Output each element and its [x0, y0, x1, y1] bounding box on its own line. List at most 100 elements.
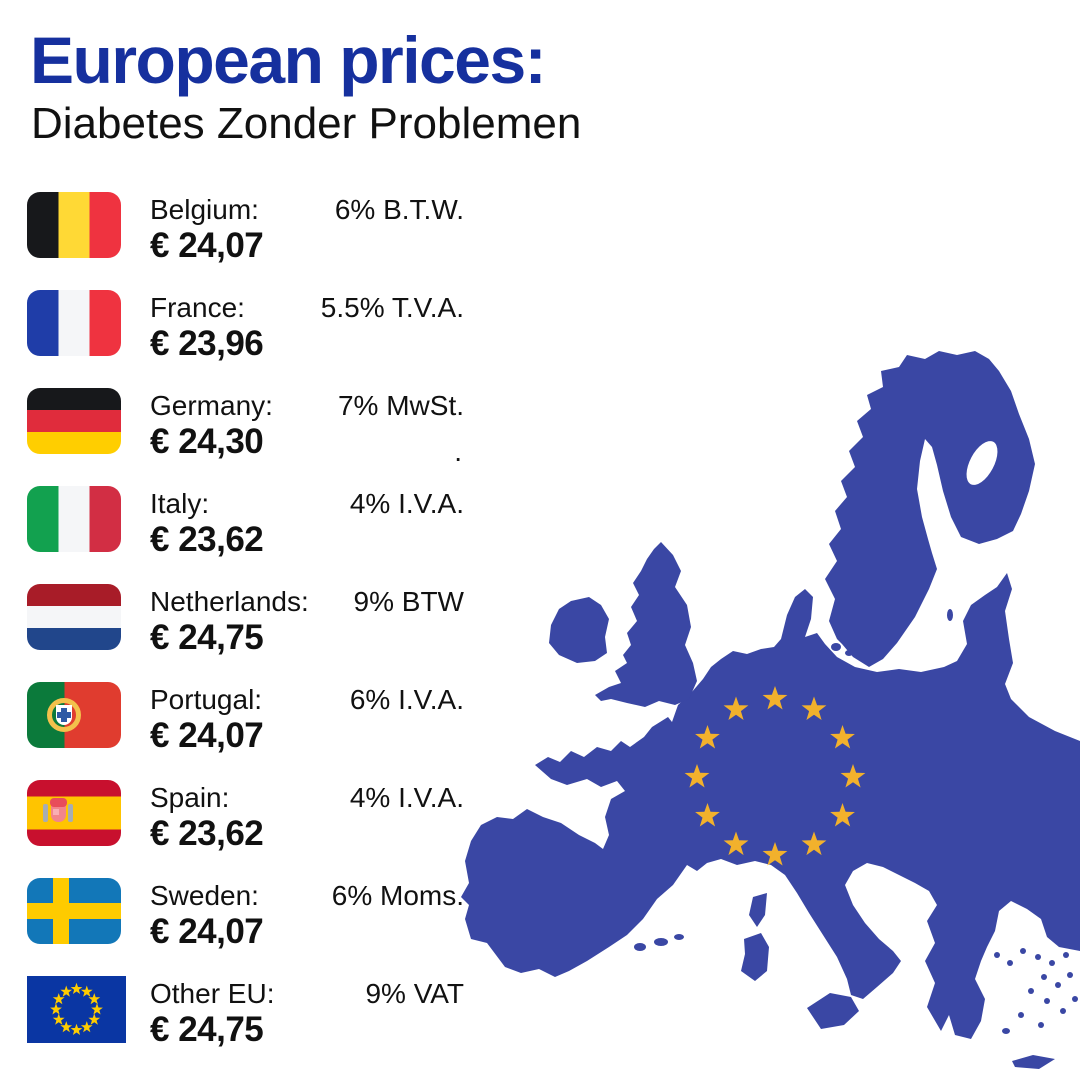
country-row: Italy: € 23,62 4% I.V.A.	[27, 486, 464, 558]
eu-star-icon	[762, 842, 788, 866]
eu-star-icon	[695, 725, 720, 749]
country-price: € 24,07	[150, 226, 264, 265]
country-label: Netherlands:	[150, 586, 309, 617]
island-dot	[1063, 952, 1069, 958]
island-dot	[1055, 982, 1061, 988]
europe-landmass	[461, 351, 1080, 1069]
spain-pillar-icon	[43, 804, 48, 822]
eu-star-icon	[80, 1021, 93, 1033]
country-price: € 23,62	[150, 814, 264, 853]
eu-star-icon	[60, 985, 73, 997]
eu-star-icon	[52, 1013, 65, 1025]
country-label: Italy:	[150, 488, 210, 519]
eu-flag-stars	[50, 982, 103, 1035]
country-label: Other EU:	[150, 978, 275, 1009]
island-dot	[1020, 948, 1026, 954]
country-price: € 24,07	[150, 912, 264, 951]
island-dot	[947, 609, 953, 621]
country-row: Belgium: € 24,07 6% B.T.W.	[27, 192, 464, 264]
eu-star-icon	[52, 993, 65, 1005]
country-price: € 24,75	[150, 618, 264, 657]
italy-flag	[27, 486, 121, 552]
country-label: France:	[150, 292, 245, 323]
page-subtitle: Diabetes Zonder Problemen	[31, 99, 582, 148]
eu-star-icon	[723, 831, 749, 856]
island-dot	[634, 943, 646, 951]
eu-star-circle	[684, 686, 866, 866]
portugal-armillary-sphere-icon	[47, 698, 81, 732]
country-tax-rate: 4% I.V.A.	[349, 782, 464, 813]
netherlands-flag	[27, 584, 121, 650]
island-dot	[1002, 1028, 1010, 1034]
country-label: Germany:	[150, 390, 273, 421]
island-dot	[674, 934, 684, 940]
spain-flag	[27, 780, 121, 846]
country-label: Belgium:	[150, 194, 259, 225]
island-dot	[1007, 960, 1013, 966]
country-row: Germany: € 24,30 7% MwSt. .	[27, 388, 464, 467]
eu-star-icon	[723, 696, 749, 720]
eu-star-icon	[60, 1021, 73, 1033]
country-label: Sweden:	[150, 880, 259, 911]
eu-star-icon	[70, 982, 83, 994]
island-dot	[1035, 954, 1041, 960]
island-dot	[1038, 1022, 1044, 1028]
finland-lake	[966, 441, 998, 485]
eu-star-icon	[80, 985, 93, 997]
country-tax-rate: 6% B.T.W.	[334, 194, 464, 225]
eu-star-icon	[91, 1003, 103, 1015]
eu-star-icon	[830, 803, 855, 827]
island-dot	[1067, 972, 1073, 978]
germany-flag	[27, 388, 121, 454]
country-tax-rate: 9% VAT	[365, 978, 464, 1009]
country-tax-rate-line2: .	[454, 436, 462, 467]
country-row: Sweden: € 24,07 6% Moms.	[27, 878, 464, 950]
belgium-flag	[27, 192, 121, 258]
eu-flag	[27, 976, 126, 1043]
country-tax-rate: 5.5% T.V.A.	[320, 292, 464, 323]
country-price: € 24,75	[150, 1010, 264, 1049]
sweden-flag	[27, 878, 121, 944]
country-row: Portugal: € 24,07 6% I.V.A.	[27, 682, 464, 754]
eu-star-icon	[801, 696, 827, 720]
small-islands	[634, 609, 1078, 1034]
country-price: € 24,30	[150, 422, 264, 461]
island-dot	[831, 643, 841, 651]
country-price: € 24,07	[150, 716, 264, 755]
eu-star-icon	[70, 1023, 83, 1035]
spain-crest-icon	[50, 798, 67, 822]
island-dot	[1060, 1008, 1066, 1014]
portugal-shield-icon	[56, 705, 72, 725]
eu-star-icon	[762, 686, 788, 710]
country-row: Other EU: € 24,75 9% VAT	[27, 976, 464, 1048]
island-dot	[1072, 996, 1078, 1002]
island-dot	[845, 650, 853, 656]
page-title: European prices:	[30, 23, 547, 97]
eu-star-icon	[840, 764, 866, 788]
country-price: € 23,62	[150, 520, 264, 559]
price-list: Belgium: € 24,07 6% B.T.W. France: € 23,…	[27, 192, 464, 1074]
spain-pillar-icon	[68, 804, 73, 822]
country-row: Spain: € 23,62 4% I.V.A.	[27, 780, 464, 852]
portugal-flag	[27, 682, 121, 748]
eu-star-icon	[830, 725, 855, 749]
island-dot	[1044, 998, 1050, 1004]
eu-star-icon	[684, 764, 710, 788]
island-dot	[654, 938, 668, 946]
country-row: Netherlands: € 24,75 9% BTW	[27, 584, 464, 656]
france-flag	[27, 290, 121, 356]
country-label: Portugal:	[150, 684, 263, 715]
eu-star-icon	[50, 1003, 62, 1015]
scandinavia-shape	[825, 351, 1035, 667]
island-dot	[1018, 1012, 1024, 1018]
country-tax-rate: 6% Moms.	[331, 880, 464, 911]
country-tax-rate: 6% I.V.A.	[349, 684, 464, 715]
great-britain-shape	[595, 542, 697, 707]
country-price: € 23,96	[150, 324, 264, 363]
eu-star-icon	[88, 1013, 101, 1025]
country-tax-rate: 7% MwSt.	[337, 390, 464, 421]
sweden-cross-horizontal	[27, 903, 121, 919]
eu-star-icon	[88, 993, 101, 1005]
islands-shape	[741, 893, 1055, 1069]
